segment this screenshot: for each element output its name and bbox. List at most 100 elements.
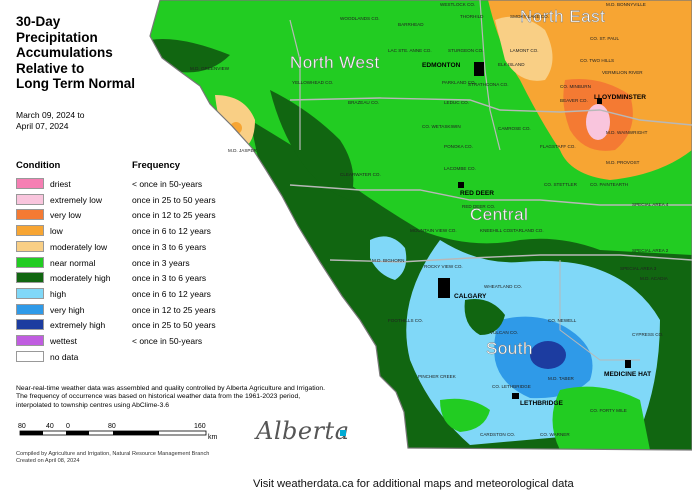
county-label: LACOMBE CO.	[444, 166, 476, 171]
county-label: CO. TWO HILLS	[580, 58, 614, 63]
legend-swatch	[16, 225, 44, 237]
credit: Compiled by Agriculture and Irrigation, …	[16, 451, 210, 464]
city-marker	[438, 278, 450, 298]
legend-item: very low once in 12 to 25 years	[16, 209, 246, 222]
city-marker	[597, 98, 602, 104]
data-note: Near-real-time weather data was assemble…	[16, 385, 326, 409]
county-label: ROCKY VIEW CO.	[424, 264, 463, 269]
city-marker	[512, 393, 519, 399]
county-label: CYPRESS CO.	[632, 332, 663, 337]
county-label: CO. PAINTEARTH	[590, 182, 628, 187]
county-label: VERMILION RIVER	[602, 70, 643, 75]
legend-frequency: < once in 50-years	[132, 179, 203, 189]
county-label: FLAGSTAFF CO.	[540, 144, 576, 149]
city-label: EDMONTON	[422, 62, 461, 69]
city-marker	[474, 62, 484, 76]
legend-item: high once in 6 to 12 years	[16, 287, 246, 301]
county-label: STRATHCONA CO.	[468, 82, 509, 87]
legend-frequency: once in 25 to 50 years	[132, 194, 216, 205]
legend-swatch	[16, 240, 44, 252]
legend-item: extremely low once in 25 to 50 years	[16, 193, 246, 207]
region-label: Central	[470, 205, 528, 224]
county-label: LAC STE. ANNE CO.	[388, 48, 432, 53]
city-label: CALGARY	[454, 293, 487, 300]
legend-frequency: once in 3 to 6 years	[132, 241, 207, 252]
legend-condition-header: Condition	[16, 160, 61, 171]
county-label: CARDSTON CO.	[480, 432, 515, 437]
county-label: M.D. BONNYVILLE	[606, 2, 646, 7]
county-label: CO. LETHBRIDGE	[492, 384, 531, 389]
county-labels: WOODLANDS CO. BARRHEAD WESTLOCK CO. THORHIL…	[190, 2, 669, 437]
county-label: BRAZEAU CO.	[348, 100, 379, 105]
legend-item: no data	[16, 350, 246, 364]
scale-bar: 80 40 0 80 160 km	[16, 421, 226, 443]
county-label: CO. MINBURN	[560, 84, 591, 89]
county-label: LEDUC CO.	[444, 100, 469, 105]
county-label: CO. NEWELL	[548, 318, 577, 323]
map-title: 30-Day Precipitation Accumulations Relat…	[16, 14, 136, 91]
legend-frequency: once in 6 to 12 years	[132, 288, 211, 299]
city-label: LLOYDMINSTER	[594, 94, 646, 101]
legend-swatch	[16, 319, 44, 331]
legend-swatch	[16, 272, 44, 284]
legend-label: very low	[50, 210, 82, 221]
county-label: CO. WARNER	[540, 432, 570, 437]
county-label: BEAVER CO.	[560, 98, 588, 103]
legend-frequency: once in 25 to 50 years	[132, 320, 216, 331]
city-label: LETHBRIDGE	[520, 400, 563, 407]
county-label: M.D. WAINWRIGHT	[606, 130, 648, 135]
county-label: CLEARWATER CO.	[340, 172, 381, 177]
legend-frequency: < once in 50-years	[132, 336, 203, 346]
legend-frequency: once in 12 to 25 years	[132, 210, 216, 221]
county-label: CO. STETTLER	[544, 182, 578, 187]
legend-label: low	[50, 226, 63, 237]
region-label: South	[486, 339, 533, 358]
county-label: SPECIAL AREA 3	[620, 266, 657, 271]
legend-label: wettest	[50, 336, 77, 346]
county-label: WOODLANDS CO.	[340, 16, 380, 21]
county-label: M.D. TABER	[548, 376, 575, 381]
legend-swatch	[16, 350, 44, 362]
legend-label: very high	[50, 304, 85, 315]
county-label: WHEATLAND CO.	[484, 284, 522, 289]
county-label: WESTLOCK CO.	[440, 2, 475, 7]
county-label: SPECIAL AREA 2	[632, 248, 669, 253]
city-label: MEDICINE HAT	[604, 371, 651, 378]
county-label: CAMROSE CO.	[498, 126, 531, 131]
legend-swatch	[16, 209, 44, 221]
legend-frequency: once in 3 to 6 years	[132, 273, 207, 284]
legend-swatch	[16, 256, 44, 268]
county-label: KNEEHILL CO.	[480, 228, 512, 233]
legend-label: near normal	[50, 257, 96, 268]
region-label: North East	[520, 7, 605, 26]
county-label: M.D. PROVOST	[606, 160, 640, 165]
county-label: MOUNTAIN VIEW CO.	[410, 228, 457, 233]
legend-frequency: once in 3 years	[132, 257, 190, 268]
county-label: CO. ST. PAUL	[590, 36, 619, 41]
county-label: RED DEER CO.	[462, 204, 495, 209]
legend-label: moderately high	[50, 273, 111, 284]
scale-unit: km	[208, 434, 218, 441]
county-label: SMOKY LAKE CO.	[510, 14, 549, 19]
legend-frequency: once in 6 to 12 years	[132, 226, 211, 237]
county-label: PINCHER CREEK	[418, 374, 457, 379]
legend-item: moderately high once in 3 to 6 years	[16, 272, 246, 285]
legend-item: moderately low once in 3 to 6 years	[16, 240, 246, 254]
county-label: CO. WETASKIWIN	[422, 124, 461, 129]
legend-item: very high once in 12 to 25 years	[16, 303, 246, 317]
scale-tick: 80	[108, 423, 116, 430]
city-label: RED DEER	[460, 190, 494, 197]
scale-tick: 160	[194, 423, 206, 430]
county-label: YELLOWHEAD CO.	[292, 80, 333, 85]
region-label: North West	[290, 53, 380, 72]
scale-tick: 0	[66, 423, 70, 430]
logo-mark	[340, 430, 346, 436]
county-label: THORHILD	[460, 14, 484, 19]
county-label: CO. FORTY MILE	[590, 408, 627, 413]
county-label: PARKLAND CO.	[442, 80, 476, 85]
scale-tick: 80	[18, 423, 26, 430]
legend-item: extremely high once in 25 to 50 years	[16, 319, 246, 332]
legend-item: low once in 6 to 12 years	[16, 225, 246, 238]
county-label: ELK ISLAND	[498, 62, 525, 67]
